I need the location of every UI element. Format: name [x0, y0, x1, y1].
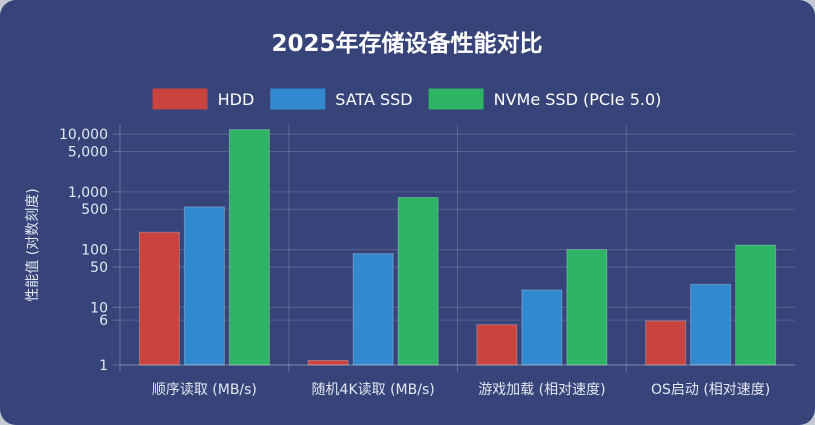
- y-tick-label: 100: [81, 243, 108, 259]
- bar-sata-ssd: [352, 253, 394, 366]
- bar-sata-ssd: [521, 289, 563, 366]
- bar-nvme-ssd-pcie-5-0: [397, 196, 439, 366]
- y-tick-label: 10: [90, 300, 108, 316]
- bar-hdd: [476, 324, 518, 366]
- y-tick-label: 50: [90, 260, 108, 276]
- legend-swatch: [428, 88, 484, 110]
- x-axis: 顺序读取 (MB/s) 随机4K读取 (MB/s) 游戏加载 (相对速度) OS启动 …: [119, 364, 795, 398]
- legend-item-nvme-ssd-pcie-5-0[interactable]: NVMe SSD (PCIe 5.0): [428, 88, 662, 110]
- legend-swatch: [152, 88, 208, 110]
- y-axis-label: 性能值 (对数刻度): [25, 188, 41, 301]
- y-tick-label: 1,000: [68, 185, 108, 201]
- legend-swatch: [270, 88, 326, 110]
- x-tick-label: OS启动 (相对速度): [651, 382, 770, 398]
- bar-hdd: [307, 359, 349, 366]
- chart-title: 2025年存储设备性能对比: [271, 30, 542, 57]
- bar-nvme-ssd-pcie-5-0: [735, 244, 777, 366]
- y-tick-label: 10,000: [59, 127, 108, 143]
- y-tick-label: 500: [81, 202, 108, 218]
- bar-sata-ssd: [183, 206, 225, 366]
- legend-label: SATA SSD: [335, 90, 412, 109]
- bar-nvme-ssd-pcie-5-0: [228, 129, 270, 366]
- y-tick-label: 1: [99, 358, 108, 374]
- chart-bars: [138, 129, 777, 366]
- x-tick-label: 随机4K读取 (MB/s): [312, 381, 435, 398]
- bar-hdd: [138, 231, 180, 366]
- legend-label: HDD: [218, 90, 255, 109]
- legend-item-hdd[interactable]: HDD: [152, 88, 255, 110]
- legend-label: NVMe SSD (PCIe 5.0): [494, 90, 662, 109]
- legend-item-sata-ssd[interactable]: SATA SSD: [270, 88, 413, 110]
- x-tick-label: 顺序读取 (MB/s): [152, 381, 257, 398]
- bar-nvme-ssd-pcie-5-0: [566, 249, 608, 366]
- bar-sata-ssd: [690, 283, 732, 366]
- x-tick-label: 游戏加载 (相对速度): [478, 382, 605, 398]
- chart-legend: HDD SATA SSD NVMe SSD (PCIe 5.0): [152, 88, 662, 110]
- y-tick-label: 6: [99, 313, 108, 329]
- bar-hdd: [645, 320, 687, 366]
- y-tick-label: 5,000: [68, 145, 108, 161]
